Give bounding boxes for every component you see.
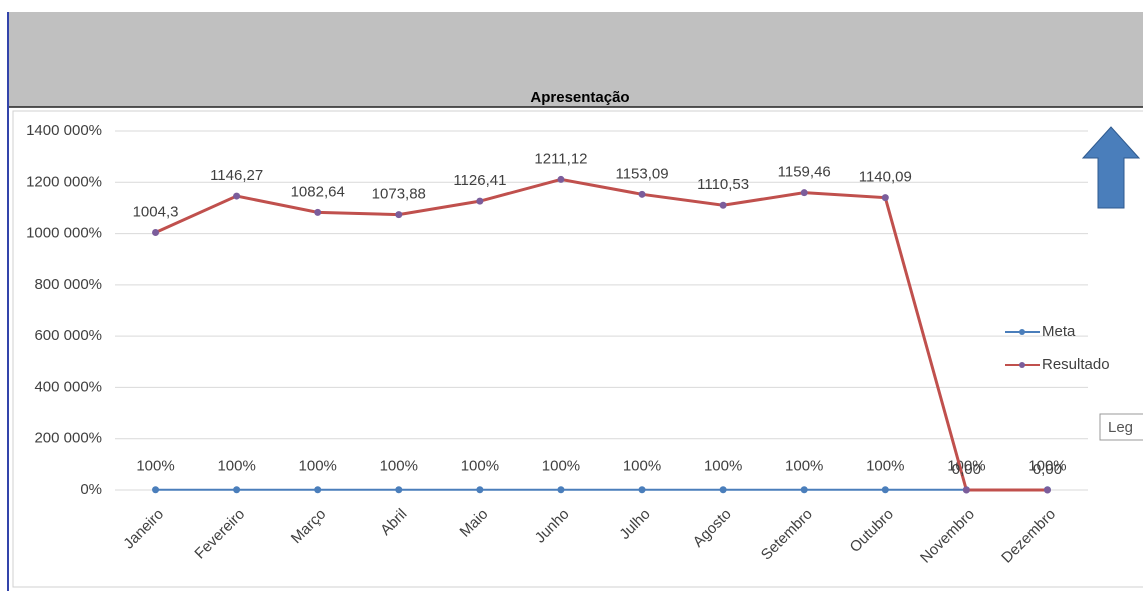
marker [476,486,484,494]
data-label: 1110,53 [697,176,749,193]
marker [881,486,889,494]
chart-title: Apresentação [530,89,629,106]
marker [314,208,322,216]
data-label: 1153,09 [615,165,668,182]
marker [152,486,160,494]
y-tick-label: 0% [80,481,102,498]
data-label: 0,00 [1033,461,1062,478]
data-label: 1159,46 [778,164,831,181]
marker [557,175,565,183]
marker [233,192,241,200]
data-label: 1146,27 [210,167,263,184]
marker [152,228,160,236]
y-tick-label: 1000 000% [26,225,102,242]
marker [395,486,403,494]
data-label: 1126,41 [453,172,506,189]
data-label: 100% [785,458,823,475]
marker [314,486,322,494]
series-line [154,177,1048,492]
data-label: 1140,09 [859,169,912,186]
data-label: 1211,12 [534,150,587,167]
y-tick-label: 400 000% [34,378,102,395]
y-tick-label: 800 000% [34,276,102,293]
chart-area [12,110,1143,588]
y-tick-label: 200 000% [34,430,102,447]
data-label: 1004,3 [133,203,179,220]
marker [557,486,565,494]
data-label: 100% [217,458,255,475]
y-tick-label: 1200 000% [26,173,102,190]
marker [719,486,727,494]
tooltip-box [1099,413,1143,441]
data-label: 1073,88 [372,186,426,203]
data-label: 100% [623,458,661,475]
data-label: 0,00 [952,461,981,478]
marker [638,486,646,494]
marker [881,194,889,202]
data-label: 100% [380,458,418,475]
legend-label: Resultado [1042,356,1110,373]
data-label: 100% [542,458,580,475]
marker [800,486,808,494]
data-label: 100% [704,458,742,475]
data-label: 100% [866,458,904,475]
marker [719,201,727,209]
marker [476,197,484,205]
data-label: 100% [299,458,337,475]
header-band [8,12,1143,107]
marker [962,486,970,494]
marker [800,189,808,197]
marker [1043,486,1051,494]
legend-marker [1019,329,1025,335]
data-label: 100% [136,458,174,475]
arrow-icon [1081,126,1141,209]
y-tick-label: 1400 000% [26,122,102,139]
marker [395,211,403,219]
data-label: 1082,64 [291,183,345,200]
legend-label: Meta [1042,323,1076,340]
tooltip: Leg [1108,419,1133,436]
y-tick-label: 600 000% [34,327,102,344]
data-label: 100% [1028,458,1066,475]
marker [638,190,646,198]
marker [233,486,241,494]
legend-marker [1019,362,1025,368]
data-label: 100% [461,458,499,475]
data-label: 100% [947,458,985,475]
